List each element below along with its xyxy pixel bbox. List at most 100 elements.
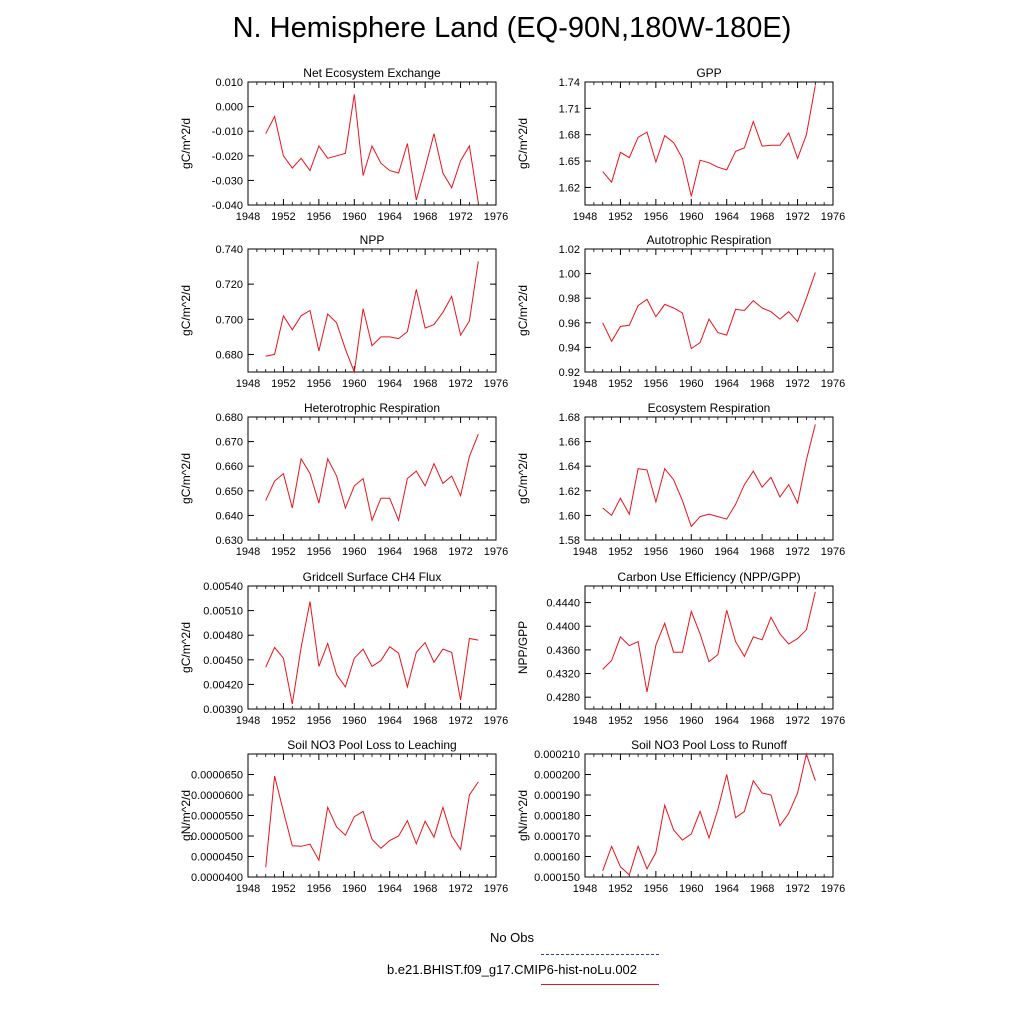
y-tick-label: 0.0000500 [191,831,243,843]
y-tick-label: 0.000180 [534,811,580,823]
plot-frame [247,753,497,878]
chart-panel-5: Ecosystem Respiration gC/m^2/d 1948 1952 195… [516,401,845,558]
panel-title: Net Ecosystem Exchange [303,66,441,80]
x-tick-label: 1976 [821,378,845,390]
plot-frame [247,248,497,373]
panel-title: NPP [360,233,385,247]
y-axis-label: gC/m^2/d [179,453,193,504]
y-tick-label: 0.4400 [546,621,580,633]
x-tick-label: 1976 [821,715,845,727]
chart-panel-1: GPP gC/m^2/d 1948 1952 1956 1960 1964 1968 1972 1… [516,66,845,223]
x-tick-label: 1948 [236,715,260,727]
plot-frame [584,585,834,710]
chart-panel-0: Net Ecosystem Exchange gC/m^2/d 1948 1952 19… [179,66,508,223]
x-tick-label: 1948 [573,715,597,727]
y-tick-label: 1.68 [559,130,580,142]
y-tick-label: 0.000170 [534,831,580,843]
x-tick-label: 1960 [342,715,366,727]
y-tick-label: 1.02 [559,244,580,256]
x-tick-label: 1968 [413,211,437,223]
series-line [265,94,479,203]
y-tick-label: 0.00450 [203,655,243,667]
legend-label-obs: No Obs [489,930,535,945]
chart-panel-2: NPP gC/m^2/d 1948 1952 1956 1960 1964 1968 1972 1… [179,233,508,390]
y-tick-label: 1.71 [559,103,580,115]
x-tick-label: 1956 [307,883,331,895]
x-tick-label: 1952 [271,378,295,390]
y-tick-label: -0.010 [212,126,243,138]
x-tick-label: 1948 [236,883,260,895]
chart-panel-3: Autotrophic Respiration gC/m^2/d 1948 1952 1… [516,233,845,390]
series-line [602,272,816,350]
page-title: N. Hemisphere Land (EQ-90N,180W-180E) [232,12,792,44]
series-line [602,85,816,197]
y-tick-label: 0.0000650 [191,770,243,782]
y-tick-label: 0.000210 [534,749,580,761]
x-tick-label: 1948 [573,378,597,390]
y-tick-label: 1.74 [559,77,580,89]
plot-frame [584,248,834,373]
x-tick-label: 1976 [484,883,508,895]
x-tick-label: 1960 [679,378,703,390]
x-tick-label: 1964 [714,378,738,390]
y-axis-label: gC/m^2/d [516,118,530,169]
x-tick-label: 1948 [573,883,597,895]
y-tick-label: -0.040 [212,200,243,212]
legend-line-obs [541,954,659,955]
x-tick-label: 1956 [644,211,668,223]
panel-title: GPP [696,66,721,80]
x-tick-label: 1956 [307,715,331,727]
chart-panel-4: Heterotrophic Respiration gC/m^2/d 1948 195… [179,401,508,558]
x-tick-label: 1968 [750,211,774,223]
y-tick-label: 0.640 [215,510,243,522]
y-tick-label: 0.4280 [546,692,580,704]
chart-panel-9: Soil NO3 Pool Loss to Runoff gN/m^2/d 1948… [516,738,845,895]
y-tick-label: 1.00 [559,269,580,281]
y-tick-label: 0.010 [215,77,243,89]
x-tick-label: 1956 [644,378,668,390]
x-tick-label: 1976 [821,546,845,558]
x-tick-label: 1964 [377,211,401,223]
x-tick-label: 1976 [821,211,845,223]
plot-frame [247,81,497,206]
x-tick-label: 1960 [342,211,366,223]
x-tick-label: 1952 [608,378,632,390]
x-tick-label: 1972 [448,883,472,895]
y-tick-label: 0.4360 [546,645,580,657]
y-tick-label: 0.660 [215,461,243,473]
x-tick-label: 1968 [413,546,437,558]
y-tick-label: 0.680 [215,412,243,424]
x-tick-label: 1972 [785,883,809,895]
plot-frame [584,753,834,878]
x-tick-label: 1952 [608,883,632,895]
y-axis-label: gC/m^2/d [516,453,530,504]
x-tick-label: 1956 [307,211,331,223]
y-tick-label: 0.00540 [203,581,243,593]
x-tick-label: 1948 [573,546,597,558]
x-tick-label: 1964 [714,546,738,558]
x-tick-label: 1960 [679,715,703,727]
x-tick-label: 1976 [484,378,508,390]
y-tick-label: 1.66 [559,437,580,449]
series-line [602,752,816,876]
x-tick-label: 1964 [377,546,401,558]
plot-frame [584,416,834,541]
x-tick-label: 1960 [342,546,366,558]
y-tick-label: 0.92 [559,367,580,379]
plot-frame [584,81,834,206]
chart-panel-8: Soil NO3 Pool Loss to Leaching gN/m^2/d 19… [179,738,508,895]
y-tick-label: 0.4320 [546,669,580,681]
y-tick-label: 0.740 [215,244,243,256]
x-tick-label: 1976 [484,715,508,727]
y-tick-label: 0.700 [215,314,243,326]
x-tick-label: 1948 [236,546,260,558]
x-tick-label: 1960 [342,883,366,895]
y-tick-label: 0.720 [215,279,243,291]
x-tick-label: 1948 [236,378,260,390]
x-tick-label: 1952 [271,546,295,558]
x-tick-label: 1964 [377,715,401,727]
x-tick-label: 1960 [679,883,703,895]
legend-line-model [541,984,659,985]
x-tick-label: 1964 [714,883,738,895]
x-tick-label: 1952 [608,211,632,223]
